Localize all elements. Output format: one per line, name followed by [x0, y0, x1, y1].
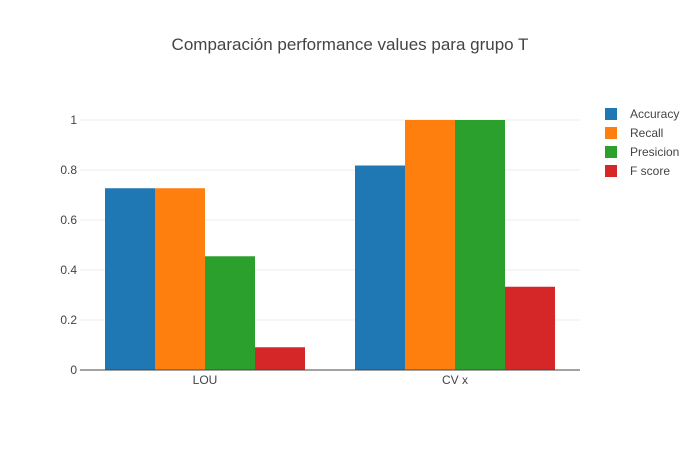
legend-label[interactable]: Presicion: [630, 145, 679, 159]
bar-accuracy[interactable]: [105, 188, 155, 370]
legend-swatch[interactable]: [605, 127, 617, 139]
legend-swatch[interactable]: [605, 146, 617, 158]
bar-recall[interactable]: [155, 188, 205, 370]
y-tick-label: 1: [70, 113, 77, 127]
legend-swatch[interactable]: [605, 108, 617, 120]
bar-f-score[interactable]: [505, 286, 555, 370]
legend-label[interactable]: Accuracy: [630, 107, 679, 121]
legend-swatch[interactable]: [605, 165, 617, 177]
y-tick-label: 0: [70, 363, 77, 377]
bar-presicion[interactable]: [205, 256, 255, 370]
y-tick-label: 0.4: [60, 263, 77, 277]
bar-recall[interactable]: [405, 120, 455, 370]
chart-title: Comparación performance values para grup…: [171, 35, 529, 54]
y-tick-label: 0.8: [60, 163, 77, 177]
y-tick-label: 0.2: [60, 313, 77, 327]
legend-label[interactable]: Recall: [630, 126, 663, 140]
y-tick-label: 0.6: [60, 213, 77, 227]
bar-accuracy[interactable]: [355, 165, 405, 371]
x-tick-label: LOU: [193, 373, 218, 387]
bar-presicion[interactable]: [455, 120, 505, 370]
x-tick-label: CV x: [442, 373, 468, 387]
legend-label[interactable]: F score: [630, 164, 670, 178]
bar-f-score[interactable]: [255, 347, 305, 370]
